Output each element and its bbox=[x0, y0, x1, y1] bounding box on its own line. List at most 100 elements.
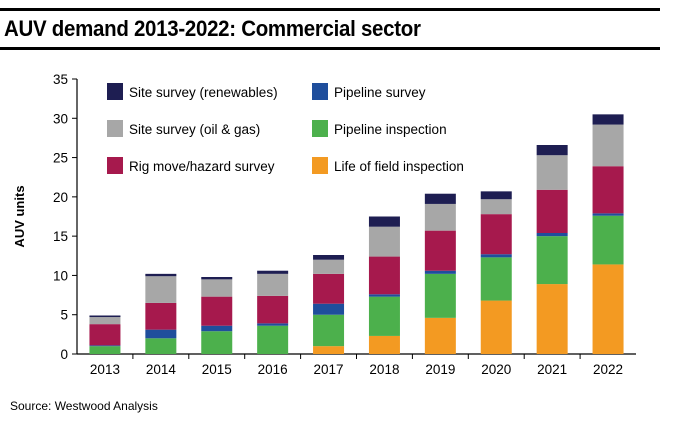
bar-stack-2019 bbox=[424, 193, 456, 354]
bar-site-survey-oil-gas-2016 bbox=[257, 273, 289, 296]
bar-site-survey-oil-gas-2017 bbox=[313, 259, 345, 274]
y-tick-label: 20 bbox=[53, 190, 68, 205]
y-tick-label: 0 bbox=[60, 347, 68, 362]
bar-life-of-field-inspection-2019 bbox=[424, 317, 456, 354]
x-tick-label: 2021 bbox=[537, 362, 567, 377]
x-tick-label: 2019 bbox=[425, 362, 455, 377]
bar-pipeline-inspection-2017 bbox=[313, 314, 345, 347]
bar-pipeline-survey-2018 bbox=[368, 294, 400, 297]
bar-site-survey-renewables-2022 bbox=[592, 114, 624, 125]
bar-life-of-field-inspection-2017 bbox=[313, 346, 345, 354]
bar-rig-move-hazard-survey-2022 bbox=[592, 166, 624, 214]
legend-label-rig-move-hazard-survey: Rig move/hazard survey bbox=[129, 159, 275, 174]
bar-rig-move-hazard-survey-2017 bbox=[313, 273, 345, 304]
bar-site-survey-oil-gas-2015 bbox=[201, 279, 233, 297]
legend-swatch-pipeline-inspection bbox=[312, 120, 328, 137]
x-tick-label: 2022 bbox=[593, 362, 623, 377]
bar-stack-2013 bbox=[89, 315, 121, 354]
bar-site-survey-oil-gas-2020 bbox=[480, 199, 512, 215]
x-tick-label: 2017 bbox=[314, 362, 344, 377]
bar-site-survey-renewables-2018 bbox=[368, 216, 400, 227]
bar-pipeline-inspection-2018 bbox=[368, 296, 400, 336]
bar-site-survey-renewables-2013 bbox=[89, 315, 121, 318]
bar-pipeline-survey-2016 bbox=[257, 323, 289, 326]
legend-label-site-survey-oil-gas: Site survey (oil & gas) bbox=[129, 122, 260, 137]
bar-pipeline-survey-2021 bbox=[536, 233, 568, 237]
bar-rig-move-hazard-survey-2019 bbox=[424, 230, 456, 271]
bar-rig-move-hazard-survey-2016 bbox=[257, 295, 289, 324]
bar-pipeline-inspection-2016 bbox=[257, 325, 289, 354]
bar-site-survey-oil-gas-2018 bbox=[368, 226, 400, 257]
bar-stack-2017 bbox=[313, 255, 345, 354]
bar-stack-2020 bbox=[480, 191, 512, 354]
x-tick-label: 2020 bbox=[481, 362, 511, 377]
bar-pipeline-survey-2015 bbox=[201, 325, 233, 332]
bar-stack-2014 bbox=[145, 273, 177, 354]
bar-rig-move-hazard-survey-2018 bbox=[368, 256, 400, 295]
bar-site-survey-oil-gas-2014 bbox=[145, 276, 177, 303]
stacked-bar-chart: 0 5 10 15 20 25 30 35 AUV units 2013 2014 2015 2016 2… bbox=[12, 72, 636, 377]
bar-pipeline-inspection-2013 bbox=[89, 346, 121, 354]
bar-site-survey-renewables-2021 bbox=[536, 145, 568, 156]
bar-site-survey-oil-gas-2013 bbox=[89, 317, 121, 325]
bar-site-survey-oil-gas-2021 bbox=[536, 155, 568, 190]
legend-swatch-pipeline-survey bbox=[312, 83, 328, 100]
legend-label-pipeline-survey: Pipeline survey bbox=[334, 85, 426, 100]
bar-site-survey-renewables-2019 bbox=[424, 193, 456, 204]
bar-rig-move-hazard-survey-2015 bbox=[201, 296, 233, 326]
legend-label-site-survey-renewables: Site survey (renewables) bbox=[129, 85, 278, 100]
x-tick-label: 2013 bbox=[90, 362, 120, 377]
bar-stack-2016 bbox=[257, 270, 289, 354]
x-tick-label: 2014 bbox=[146, 362, 177, 377]
bar-rig-move-hazard-survey-2020 bbox=[480, 214, 512, 255]
x-tick-label: 2015 bbox=[202, 362, 232, 377]
source-note: Source: Westwood Analysis bbox=[10, 399, 158, 413]
bar-site-survey-oil-gas-2019 bbox=[424, 203, 456, 231]
legend-swatch-site-survey-oil-gas bbox=[107, 120, 123, 137]
bar-life-of-field-inspection-2022 bbox=[592, 264, 624, 354]
legend-swatch-life-of-field-inspection bbox=[312, 157, 328, 174]
y-tick-label: 30 bbox=[53, 111, 68, 126]
chart-bars bbox=[89, 114, 624, 354]
bar-site-survey-renewables-2016 bbox=[257, 270, 289, 274]
chart-axes: 0 5 10 15 20 25 30 35 AUV units 2013 2014 2015 2016 2… bbox=[12, 72, 636, 377]
chart-title: AUV demand 2013-2022: Commercial sector bbox=[4, 16, 421, 41]
chart-legend: Site survey (renewables) Pipeline survey S… bbox=[107, 83, 464, 174]
bar-pipeline-survey-2020 bbox=[480, 254, 512, 258]
legend-label-life-of-field-inspection: Life of field inspection bbox=[334, 159, 464, 174]
legend-label-pipeline-inspection: Pipeline inspection bbox=[334, 122, 447, 137]
bar-stack-2015 bbox=[201, 277, 233, 354]
bar-rig-move-hazard-survey-2013 bbox=[89, 324, 121, 346]
bar-stack-2018 bbox=[368, 216, 400, 354]
y-tick-label: 25 bbox=[53, 151, 68, 166]
bar-site-survey-renewables-2015 bbox=[201, 277, 233, 280]
bar-pipeline-inspection-2015 bbox=[201, 331, 233, 354]
header-bottom-rule bbox=[0, 47, 660, 50]
header-top-rule bbox=[0, 8, 660, 11]
bar-life-of-field-inspection-2020 bbox=[480, 300, 512, 354]
bar-pipeline-survey-2013 bbox=[89, 345, 121, 347]
bar-site-survey-renewables-2020 bbox=[480, 191, 512, 200]
bar-stack-2021 bbox=[536, 145, 568, 354]
x-tick-label: 2016 bbox=[258, 362, 288, 377]
bar-pipeline-inspection-2020 bbox=[480, 257, 512, 301]
bar-pipeline-survey-2017 bbox=[313, 303, 345, 315]
y-tick-label: 5 bbox=[60, 308, 68, 323]
y-tick-label: 35 bbox=[53, 72, 68, 87]
bar-site-survey-renewables-2014 bbox=[145, 273, 177, 277]
y-tick-label: 10 bbox=[53, 268, 68, 283]
bar-pipeline-inspection-2021 bbox=[536, 236, 568, 285]
bar-rig-move-hazard-survey-2021 bbox=[536, 189, 568, 233]
legend-swatch-rig-move-hazard-survey bbox=[107, 157, 123, 174]
bar-stack-2022 bbox=[592, 114, 624, 354]
bar-site-survey-oil-gas-2022 bbox=[592, 124, 624, 167]
bar-pipeline-survey-2019 bbox=[424, 270, 456, 274]
x-tick-label: 2018 bbox=[369, 362, 399, 377]
y-axis-label: AUV units bbox=[12, 185, 27, 247]
bar-pipeline-survey-2022 bbox=[592, 213, 624, 216]
bar-life-of-field-inspection-2021 bbox=[536, 284, 568, 354]
y-tick-label: 15 bbox=[53, 229, 68, 244]
bar-rig-move-hazard-survey-2014 bbox=[145, 302, 177, 330]
legend-swatch-site-survey-renewables bbox=[107, 83, 123, 100]
bar-pipeline-inspection-2019 bbox=[424, 273, 456, 318]
